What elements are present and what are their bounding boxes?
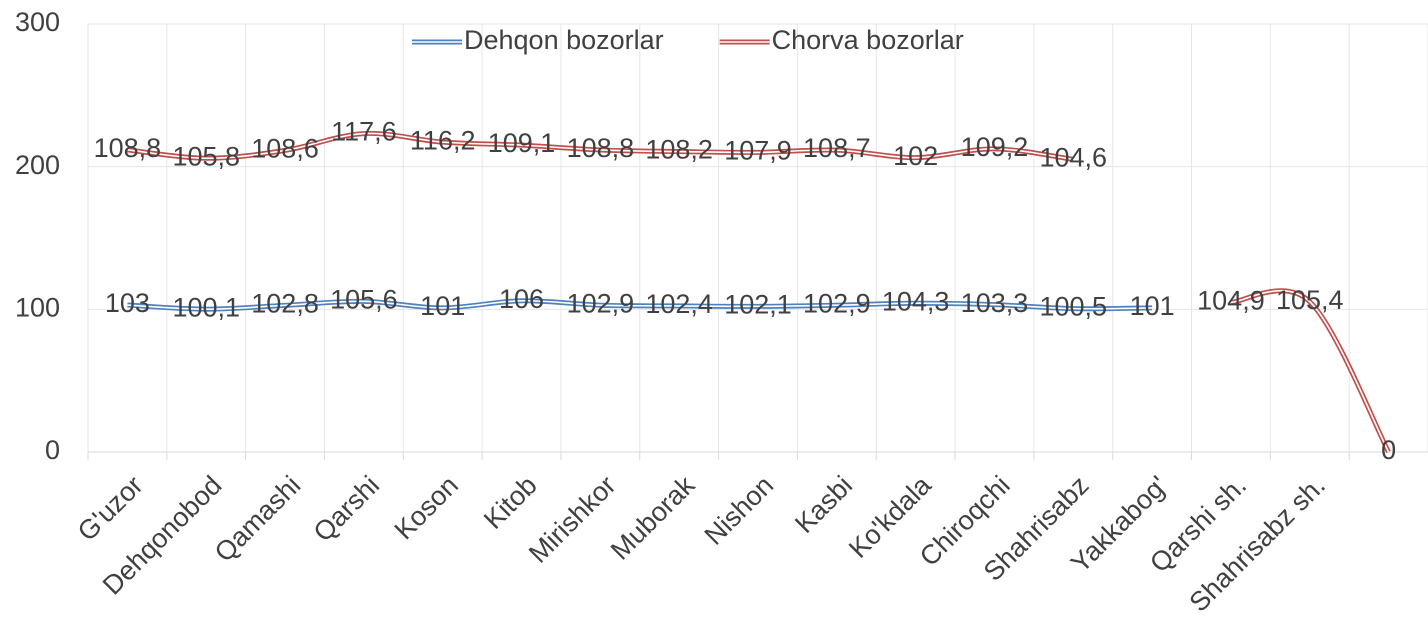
data-label: 103,3 <box>961 288 1029 318</box>
data-label: 100,5 <box>1040 292 1108 322</box>
data-label: 104,6 <box>1040 143 1108 173</box>
y-tick-label: 300 <box>15 7 60 37</box>
data-label: 109,2 <box>961 132 1029 162</box>
data-label: 102 <box>893 141 938 171</box>
data-label: 102,8 <box>251 288 319 318</box>
data-label: 108,8 <box>94 133 162 163</box>
data-label: 108,8 <box>567 133 635 163</box>
data-label: 104,3 <box>882 286 950 316</box>
legend-label: Chorva bozorlar <box>772 25 964 55</box>
data-label: 101 <box>1130 291 1175 321</box>
series-line-core <box>127 299 1153 310</box>
x-tick-label: Mirishkor <box>523 470 622 569</box>
data-label: 102,4 <box>645 289 713 319</box>
x-tick-label: Muborak <box>605 470 701 566</box>
data-label: 116,2 <box>410 125 476 155</box>
data-label: 0 <box>1381 435 1396 465</box>
x-tick-label: G'uzor <box>72 470 149 547</box>
data-label: 109,1 <box>488 128 556 158</box>
data-label: 101 <box>420 291 465 321</box>
data-label: 102,9 <box>803 288 871 318</box>
series-line-core <box>1230 289 1390 453</box>
y-tick-label: 200 <box>15 150 60 180</box>
data-label: 105,4 <box>1276 285 1344 315</box>
x-tick-label: Koson <box>389 470 464 545</box>
x-tick-label: Kasbi <box>789 470 858 539</box>
data-label: 104,9 <box>1197 285 1265 315</box>
x-tick-label: Qamashi <box>209 470 307 568</box>
x-tick-label: Kitob <box>478 470 543 535</box>
data-label: 108,7 <box>803 133 871 163</box>
data-label: 108,2 <box>645 135 713 165</box>
y-tick-label: 100 <box>15 292 60 322</box>
series-line-core <box>127 132 1074 161</box>
data-label: 102,1 <box>724 289 792 319</box>
legend-label: Dehqon bozorlar <box>464 25 664 55</box>
y-tick-label: 0 <box>45 435 60 465</box>
data-label: 105,6 <box>330 284 398 314</box>
data-label: 117,6 <box>331 117 397 147</box>
data-label: 106 <box>499 284 544 314</box>
x-tick-label: Qarshi <box>308 470 385 547</box>
x-tick-label: Shahrisabz sh. <box>1184 470 1332 618</box>
x-tick-label: Nishon <box>699 470 780 551</box>
data-label: 108,6 <box>251 134 319 164</box>
data-label: 102,9 <box>567 288 635 318</box>
data-label: 103 <box>105 288 150 318</box>
data-label: 105,8 <box>172 141 240 171</box>
data-label: 107,9 <box>724 136 792 166</box>
data-label: 100,1 <box>172 292 240 322</box>
